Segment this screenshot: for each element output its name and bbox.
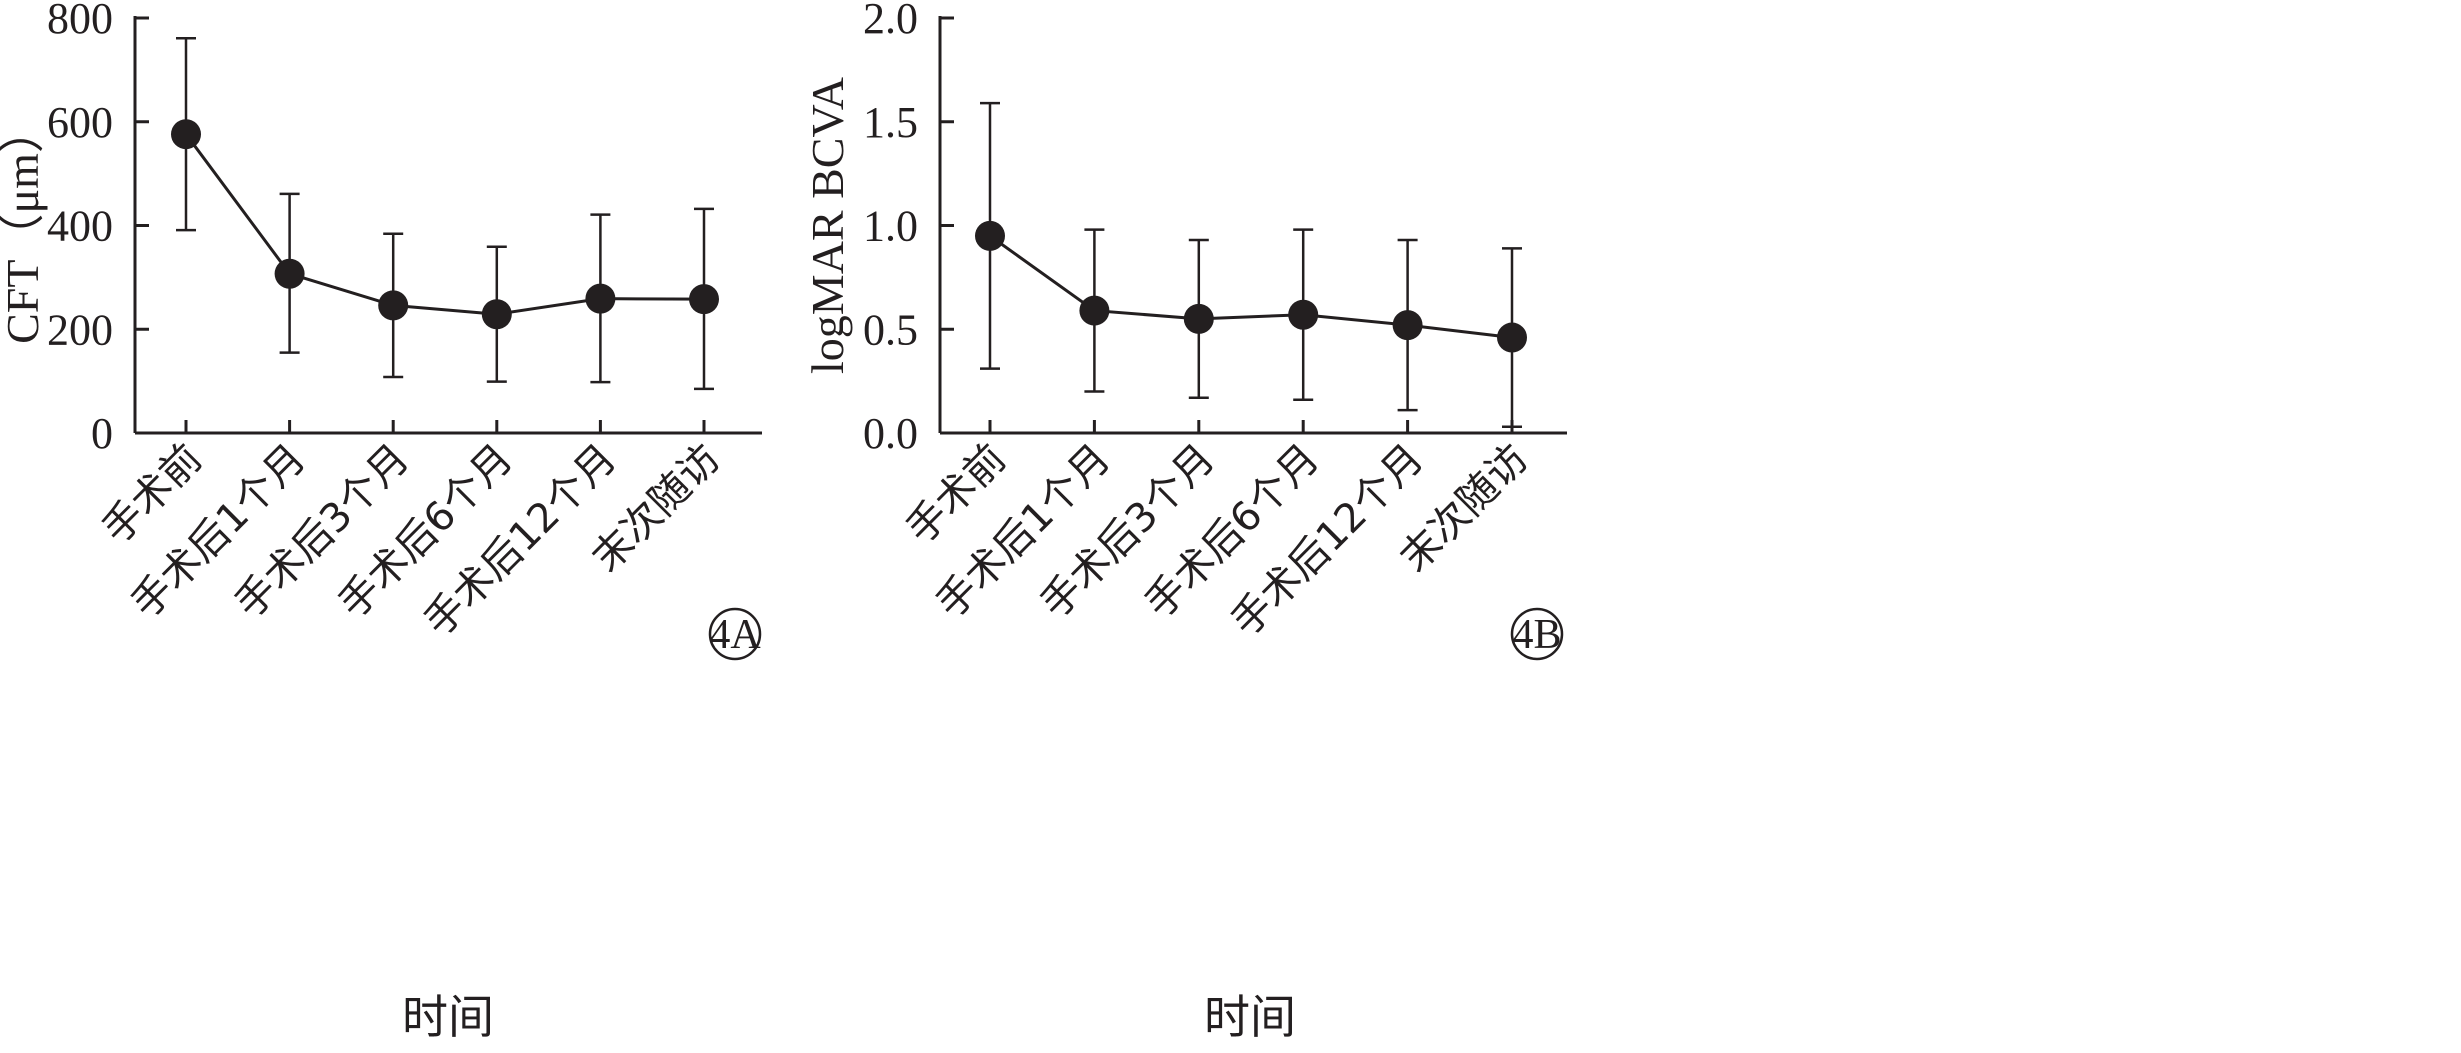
data-point bbox=[1288, 299, 1319, 330]
y-axis-title: CFT（μm） bbox=[0, 107, 48, 344]
y-tick-label: 200 bbox=[47, 305, 113, 354]
y-axis-title: logMAR BCVA bbox=[802, 77, 853, 374]
chart-panel-4b: 0.00.51.01.52.0手术前手术后1个月手术后3个月手术后6个月手术后1… bbox=[802, 0, 1567, 1044]
data-point bbox=[171, 119, 201, 150]
data-point bbox=[378, 290, 409, 321]
series-line bbox=[184, 133, 705, 316]
data-point bbox=[1183, 303, 1214, 334]
chart-panel-4a: 0200400600800手术前手术后1个月手术后3个月手术后6个月手术后12个… bbox=[0, 0, 762, 1044]
data-point bbox=[1497, 322, 1527, 353]
x-axis-title: 时间 bbox=[1204, 990, 1296, 1044]
panel-badge-circle bbox=[1510, 607, 1564, 661]
data-point bbox=[1079, 295, 1110, 326]
y-tick-label: 1.0 bbox=[863, 202, 918, 251]
y-tick-label: 400 bbox=[47, 202, 113, 251]
panel-badge-circle bbox=[708, 607, 762, 661]
series-line bbox=[989, 234, 1513, 340]
data-point bbox=[689, 284, 719, 315]
y-tick-label: 2.0 bbox=[863, 0, 918, 43]
panel-label: 4A bbox=[709, 612, 761, 658]
x-axis-title: 时间 bbox=[402, 990, 494, 1044]
data-point bbox=[1392, 310, 1423, 341]
y-tick-label: 0 bbox=[91, 409, 113, 458]
data-point bbox=[481, 299, 512, 330]
panel-label: 4B bbox=[1512, 612, 1561, 658]
y-tick-label: 0.5 bbox=[863, 305, 918, 354]
data-point bbox=[585, 283, 616, 314]
y-tick-label: 0.0 bbox=[863, 409, 918, 458]
y-tick-label: 1.5 bbox=[863, 98, 918, 147]
data-point bbox=[274, 258, 305, 289]
y-tick-label: 600 bbox=[47, 98, 113, 147]
data-point bbox=[975, 220, 1005, 251]
y-tick-label: 800 bbox=[47, 0, 113, 43]
